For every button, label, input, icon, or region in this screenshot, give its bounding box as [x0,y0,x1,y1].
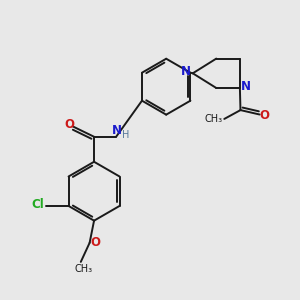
Text: N: N [242,80,251,93]
Text: CH₃: CH₃ [205,114,223,124]
Text: N: N [181,65,191,78]
Text: O: O [259,110,269,122]
Text: N: N [112,124,122,137]
Text: H: H [122,130,129,140]
Text: O: O [64,118,74,131]
Text: O: O [90,236,100,249]
Text: CH₃: CH₃ [74,264,92,274]
Text: Cl: Cl [31,198,44,211]
